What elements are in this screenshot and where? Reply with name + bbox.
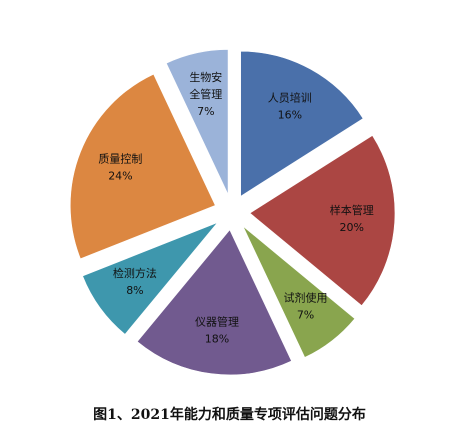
pie-slice-reagent-use [242, 225, 356, 358]
slice-name-personnel-training: 人员培训 [268, 90, 312, 104]
pie-slice-biosafety-management [165, 49, 229, 195]
slice-percent-reagent-use: 7% [297, 308, 314, 321]
pie-slice-testing-method [82, 222, 218, 335]
slice-percent-biosafety-management: 7% [197, 105, 214, 118]
slice-percent-personnel-training: 16% [278, 108, 302, 121]
slice-name-reagent-use: 试剂使用 [284, 290, 328, 304]
slice-name-testing-method: 检测方法 [113, 266, 157, 280]
chart-caption: 图1、2021年能力和质量专项评估问题分布 [93, 407, 366, 423]
slice-percent-testing-method: 8% [126, 284, 143, 297]
pie-labels: 人员培训 16% 样本管理 20% 试剂使用 7% 仪器管理 18% 检测方法 8% 质量控制 24%… [98, 70, 373, 346]
slice-percent-instrument-management: 18% [205, 333, 229, 346]
slice-name-sample-management: 样本管理 [330, 203, 374, 217]
slice-name-quality-control: 质量控制 [98, 151, 142, 165]
slice-percent-sample-management: 20% [340, 221, 364, 234]
pie-slices [70, 49, 396, 376]
slice-name-biosafety-management: 生物安 [189, 70, 222, 84]
pie-slice-quality-control [70, 73, 216, 260]
pie-chart: 人员培训 16% 样本管理 20% 试剂使用 7% 仪器管理 18% 检测方法 8% 质量控制 24%… [70, 49, 396, 376]
pie-slice-instrument-management [136, 229, 292, 376]
slice-percent-quality-control: 24% [108, 169, 132, 182]
slice-name-instrument-management: 仪器管理 [195, 315, 239, 329]
pie-slice-personnel-training [240, 50, 364, 197]
pie-slice-sample-management [249, 135, 396, 306]
slice-name-biosafety-management: 全管理 [189, 87, 222, 101]
